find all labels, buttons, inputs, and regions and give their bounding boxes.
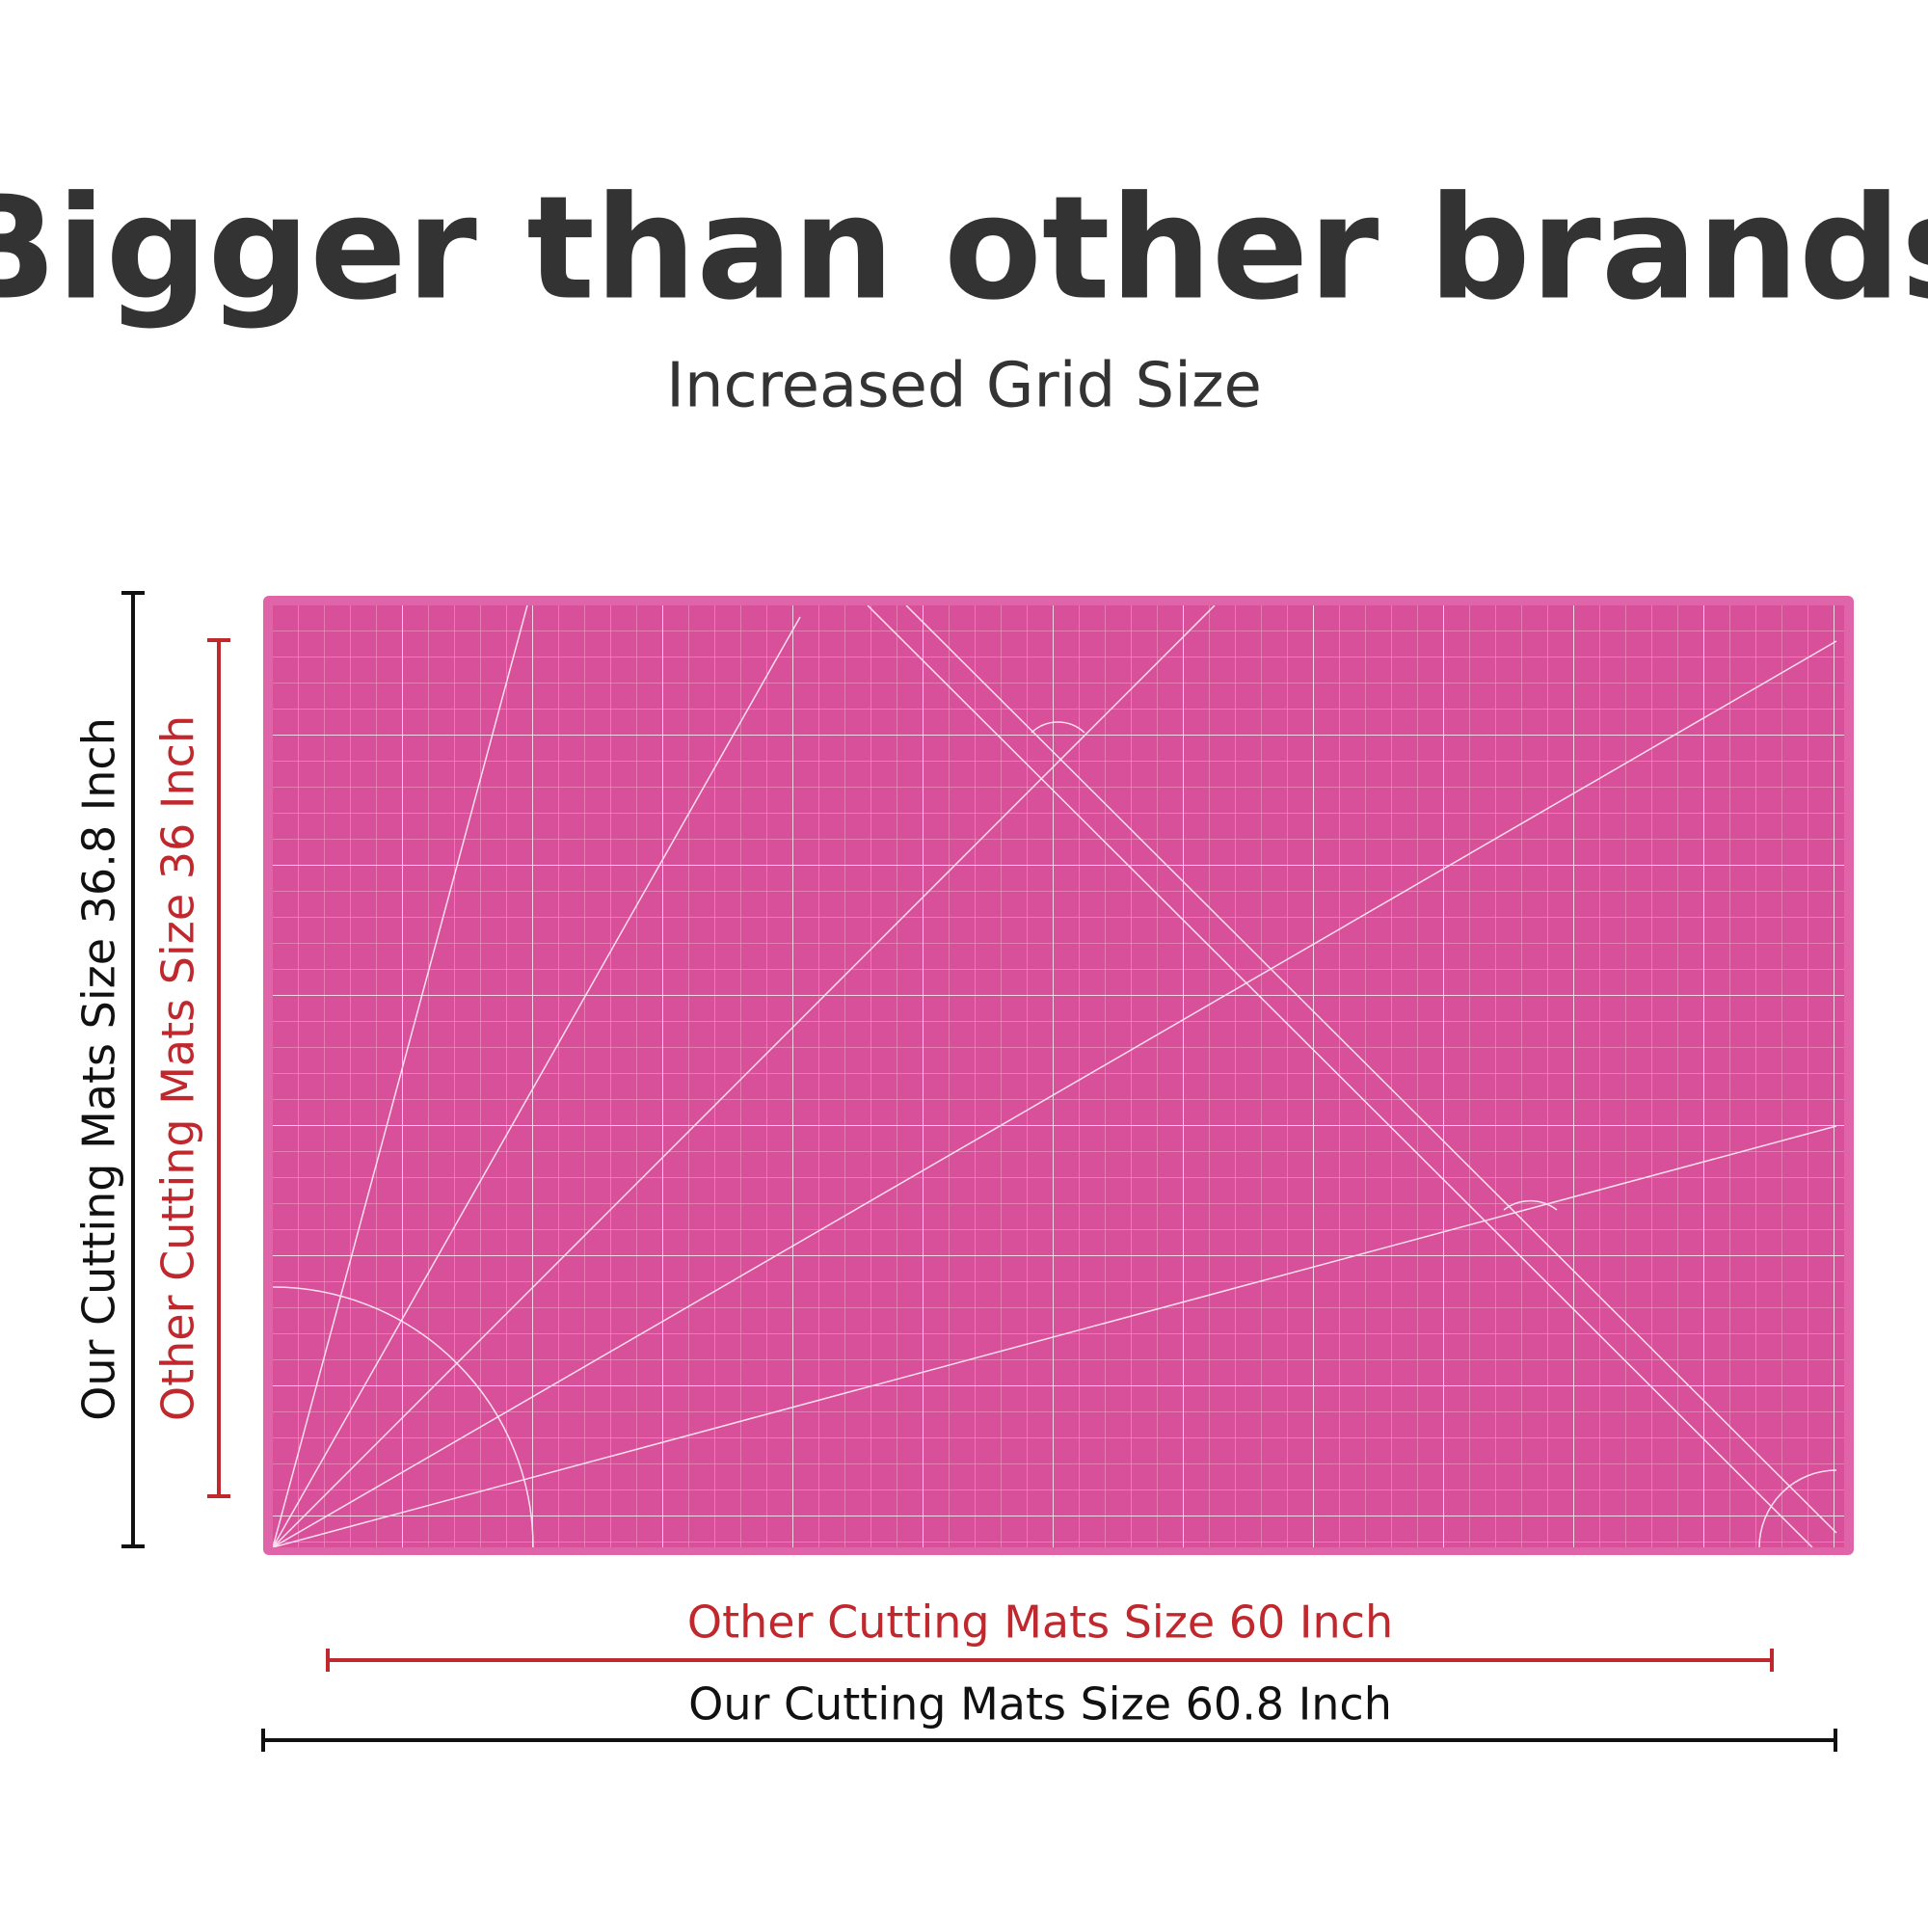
mat-angle-lines bbox=[273, 605, 1837, 1547]
subtitle: Increased Grid Size bbox=[666, 351, 1262, 422]
other-width-label: Other Cutting Mats Size 60 Inch bbox=[687, 1597, 1393, 1649]
our-height-label: Our Cutting Mats Size 36.8 Inch bbox=[73, 717, 125, 1421]
other-height-label: Other Cutting Mats Size 36 Inch bbox=[152, 715, 204, 1421]
cutting-mat bbox=[263, 596, 1854, 1555]
our-width-label: Our Cutting Mats Size 60.8 Inch bbox=[688, 1678, 1392, 1731]
mat-grid-major bbox=[273, 605, 1844, 1547]
height-measures: Our Cutting Mats Size 36.8 Inch Other Cu… bbox=[73, 591, 230, 1548]
width-measures: Other Cutting Mats Size 60 Inch Our Cutt… bbox=[261, 1597, 1837, 1752]
title: Bigger than other brands bbox=[0, 166, 1928, 332]
